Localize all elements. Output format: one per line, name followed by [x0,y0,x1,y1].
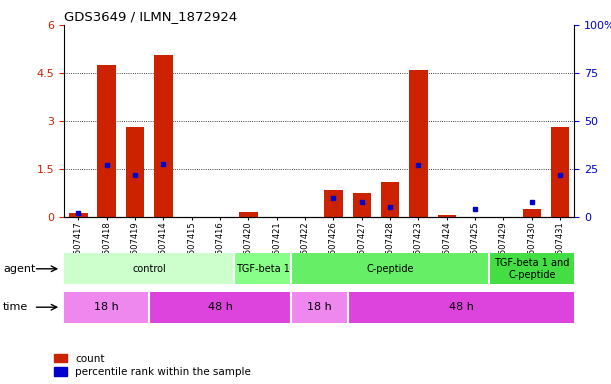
Legend: count, percentile rank within the sample: count, percentile rank within the sample [54,354,251,377]
Bar [239,212,258,217]
Bar [291,292,348,323]
Bar [437,215,456,217]
Bar [381,182,400,217]
Bar [149,292,291,323]
Bar [522,209,541,217]
Bar [64,292,149,323]
Text: 48 h: 48 h [448,302,474,312]
Bar [348,292,574,323]
Bar [64,253,234,284]
Bar [154,55,172,217]
Bar [551,127,569,217]
Text: agent: agent [3,264,35,274]
Text: 18 h: 18 h [307,302,332,312]
Bar [98,65,116,217]
Bar [324,190,343,217]
Text: 48 h: 48 h [208,302,232,312]
Text: time: time [3,302,28,312]
Bar [234,253,291,284]
Bar [291,253,489,284]
Bar [353,193,371,217]
Text: C-peptide: C-peptide [367,264,414,274]
Bar [489,253,574,284]
Text: GDS3649 / ILMN_1872924: GDS3649 / ILMN_1872924 [64,10,238,23]
Text: TGF-beta 1: TGF-beta 1 [236,264,290,274]
Bar [409,70,428,217]
Text: control: control [133,264,166,274]
Text: TGF-beta 1 and
C-peptide: TGF-beta 1 and C-peptide [494,258,569,280]
Bar [69,213,87,217]
Bar [126,127,144,217]
Text: 18 h: 18 h [94,302,119,312]
